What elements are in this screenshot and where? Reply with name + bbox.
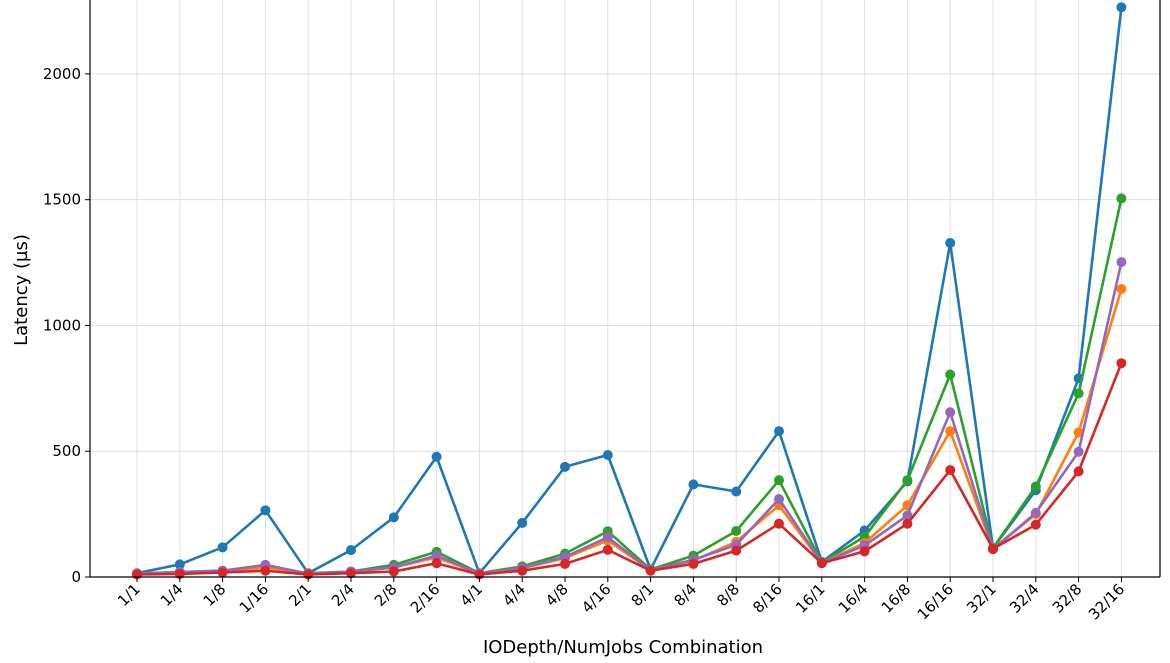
data-point bbox=[774, 518, 784, 529]
data-point bbox=[431, 558, 442, 569]
data-point bbox=[731, 545, 742, 556]
data-point bbox=[945, 237, 956, 248]
data-point bbox=[1116, 193, 1127, 204]
x-tick-label: 8/4 bbox=[670, 580, 700, 610]
y-tick-label: 1000 bbox=[43, 316, 81, 334]
data-point bbox=[945, 369, 956, 380]
data-point bbox=[560, 558, 570, 569]
x-tick-label: 32/1 bbox=[963, 580, 1000, 617]
x-tick-label: 1/8 bbox=[200, 580, 230, 610]
data-point bbox=[1073, 446, 1084, 457]
data-point bbox=[816, 558, 827, 569]
data-point bbox=[859, 546, 870, 557]
x-axis-ticks: 1/1 1/4 1/8 1/16 2/1 2/4 2/8 2/16 4/1 4/4 4/8 4/16 8… bbox=[114, 577, 1128, 623]
series-line bbox=[136, 7, 1123, 575]
data-point bbox=[174, 559, 185, 570]
data-point bbox=[988, 543, 998, 554]
x-axis-title: IODepth/NumJobs Combination bbox=[483, 637, 763, 658]
data-point bbox=[774, 426, 784, 437]
data-point bbox=[1030, 507, 1041, 518]
x-tick-label: 2/1 bbox=[285, 580, 315, 610]
x-tick-label: 8/16 bbox=[749, 580, 786, 617]
data-point bbox=[602, 450, 613, 461]
series-3 bbox=[132, 257, 1127, 579]
data-point bbox=[902, 510, 913, 521]
x-tick-label: 8/1 bbox=[628, 580, 658, 610]
grid-lines bbox=[90, 0, 1160, 578]
series-line bbox=[136, 288, 1123, 576]
data-point bbox=[688, 479, 699, 490]
data-point bbox=[688, 558, 699, 569]
data-point bbox=[731, 525, 742, 536]
data-point bbox=[945, 426, 956, 437]
data-point bbox=[346, 545, 356, 556]
data-point bbox=[1030, 481, 1041, 492]
data-point bbox=[1116, 257, 1127, 268]
x-tick-label: 32/4 bbox=[1006, 580, 1043, 617]
x-tick-label: 8/8 bbox=[713, 580, 743, 610]
data-point bbox=[731, 486, 742, 497]
data-point bbox=[1030, 519, 1041, 530]
data-point bbox=[217, 567, 228, 578]
x-tick-label: 2/8 bbox=[371, 580, 401, 610]
y-axis-ticks: 0 500 1000 1500 2000 bbox=[43, 65, 90, 586]
data-point bbox=[346, 568, 356, 579]
x-tick-label: 4/1 bbox=[456, 580, 486, 610]
y-tick-label: 0 bbox=[71, 568, 81, 586]
data-point bbox=[1073, 466, 1084, 477]
data-point bbox=[260, 565, 271, 576]
data-point bbox=[945, 407, 956, 418]
data-point bbox=[1116, 2, 1127, 13]
data-point bbox=[602, 544, 613, 555]
data-point bbox=[945, 465, 956, 476]
series-line bbox=[136, 198, 1123, 575]
data-point bbox=[517, 565, 528, 576]
series-line bbox=[136, 261, 1123, 575]
data-point bbox=[902, 475, 913, 486]
data-point bbox=[431, 451, 442, 462]
x-tick-label: 1/16 bbox=[236, 580, 273, 617]
x-tick-label: 2/4 bbox=[328, 580, 358, 610]
x-tick-label: 32/16 bbox=[1085, 580, 1128, 623]
x-tick-label: 4/4 bbox=[499, 580, 529, 610]
x-tick-label: 4/16 bbox=[578, 580, 615, 617]
series-4 bbox=[132, 358, 1127, 580]
data-point bbox=[517, 517, 528, 528]
y-tick-label: 1500 bbox=[43, 191, 81, 209]
x-tick-label: 4/8 bbox=[542, 580, 572, 610]
x-tick-label: 16/4 bbox=[835, 580, 872, 617]
data-point bbox=[560, 461, 570, 472]
data-point bbox=[602, 532, 613, 543]
x-tick-label: 1/4 bbox=[157, 580, 187, 610]
y-tick-label: 500 bbox=[52, 442, 81, 460]
data-point bbox=[645, 565, 656, 576]
series-group bbox=[132, 2, 1127, 580]
data-point bbox=[388, 566, 399, 577]
data-point bbox=[217, 542, 228, 553]
x-tick-label: 16/16 bbox=[914, 580, 957, 623]
data-point bbox=[774, 494, 784, 505]
x-tick-label: 16/8 bbox=[878, 580, 915, 617]
x-tick-label: 16/1 bbox=[792, 580, 829, 617]
data-point bbox=[260, 505, 271, 516]
y-axis-title: Latency (µs) bbox=[11, 234, 32, 346]
data-point bbox=[1116, 358, 1127, 369]
data-point bbox=[1073, 388, 1084, 399]
data-point bbox=[902, 518, 913, 529]
data-point bbox=[560, 551, 570, 562]
data-point bbox=[1116, 283, 1127, 294]
x-tick-label: 1/1 bbox=[114, 580, 144, 610]
x-tick-label: 2/16 bbox=[407, 580, 444, 617]
series-line bbox=[136, 362, 1123, 576]
series-0 bbox=[132, 2, 1127, 579]
data-point bbox=[774, 475, 784, 486]
axes-frame bbox=[89, 0, 1161, 578]
x-tick-label: 32/8 bbox=[1049, 580, 1086, 617]
data-point bbox=[431, 550, 442, 561]
data-point bbox=[388, 512, 399, 523]
y-tick-label: 2000 bbox=[43, 65, 81, 83]
